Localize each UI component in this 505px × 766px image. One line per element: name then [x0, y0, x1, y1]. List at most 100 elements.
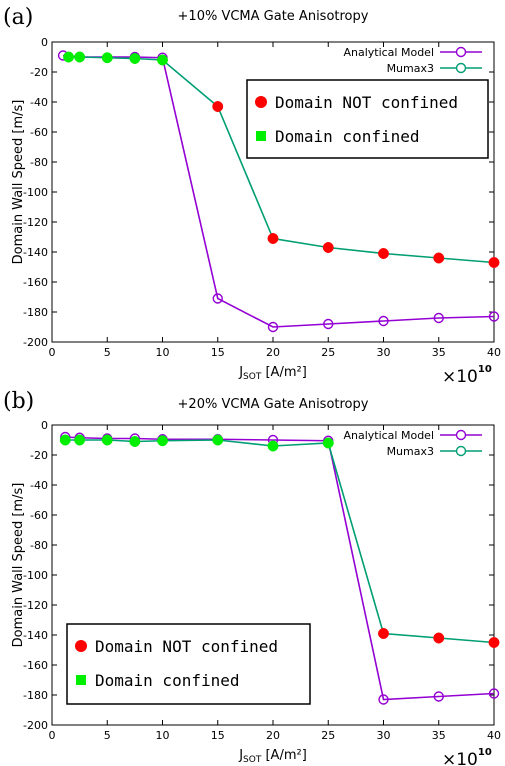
x-axis-label: JSOT [A/m²]: [238, 748, 307, 765]
panel-label: (b): [3, 389, 34, 414]
x-tick-label: 0: [49, 346, 56, 359]
legend-marker: [455, 429, 467, 441]
x-axis-exponent: ×1010: [442, 747, 492, 766]
legend-label: Mumax3: [387, 445, 434, 458]
y-tick-label: -80: [30, 539, 48, 552]
state-legend-swatch: [76, 675, 86, 685]
marker-confined: [267, 440, 279, 452]
chart-title: +10% VCMA Gate Anisotropy: [178, 9, 369, 24]
data-point-analytical-model: [433, 691, 444, 702]
x-tick-label: 35: [432, 346, 446, 359]
chart-title: +20% VCMA Gate Anisotropy: [178, 397, 369, 412]
marker-confined: [101, 434, 113, 446]
y-tick-label: -120: [23, 216, 48, 229]
x-tick-label: 5: [104, 729, 111, 742]
marker-not-confined: [322, 242, 334, 253]
y-tick-label: 0: [41, 36, 48, 49]
state-legend-swatch: [255, 96, 267, 108]
y-tick-label: -40: [30, 96, 48, 109]
y-tick-label: -160: [23, 659, 48, 672]
y-tick-label: -60: [30, 509, 48, 522]
marker-not-confined: [488, 257, 500, 268]
y-tick-label: -40: [30, 479, 48, 492]
legend-marker: [455, 445, 467, 457]
x-tick-label: 10: [156, 729, 170, 742]
legend-marker: [455, 46, 467, 58]
state-legend-box: [246, 79, 489, 159]
y-tick-label: -140: [23, 246, 48, 259]
state-legend-label: Domain confined: [95, 671, 240, 690]
marker-not-confined: [378, 628, 389, 639]
x-tick-label: 25: [321, 346, 335, 359]
x-tick-label: 5: [104, 346, 111, 359]
marker-confined: [212, 434, 224, 446]
y-tick-label: -20: [30, 449, 48, 462]
marker-confined: [101, 52, 113, 64]
x-tick-label: 40: [487, 346, 501, 359]
marker-confined: [322, 437, 334, 449]
series-line-mumax3: [65, 439, 495, 644]
marker-confined: [63, 51, 75, 63]
marker-not-confined: [212, 101, 224, 112]
marker-confined: [74, 434, 86, 446]
x-axis-label: JSOT [A/m²]: [238, 365, 307, 382]
marker-confined: [129, 53, 141, 64]
state-legend-swatch: [256, 131, 266, 141]
chart-panel-a: (a) +10% VCMA Gate Anisotropy 0 -20 -40 -60 -8…: [3, 5, 501, 387]
x-tick-label: 35: [432, 729, 446, 742]
panel-label: (a): [3, 5, 33, 30]
x-tick-label: 20: [266, 346, 280, 359]
state-legend-label: Domain NOT confined: [95, 637, 278, 656]
y-tick-label: -20: [30, 66, 48, 79]
x-tick-label: 40: [487, 729, 501, 742]
y-tick-label: -80: [30, 156, 48, 169]
marker-confined: [74, 51, 86, 63]
state-legend-box: [66, 623, 311, 705]
marker-not-confined: [433, 252, 445, 264]
y-axis-label: Domain Wall Speed [m/s]: [11, 483, 26, 648]
y-tick-label: -200: [23, 719, 48, 732]
y-tick-label: -160: [23, 276, 48, 289]
legend-label: Mumax3: [387, 62, 434, 75]
state-legend-label: Domain confined: [275, 127, 420, 146]
x-axis-exponent: ×1010: [442, 364, 492, 387]
y-tick-label: 0: [41, 419, 48, 432]
y-tick-label: -120: [23, 599, 48, 612]
y-tick-label: -180: [23, 689, 48, 702]
data-point-analytical-model: [378, 694, 389, 705]
marker-not-confined: [488, 637, 500, 648]
data-point-analytical-model: [433, 312, 444, 324]
marker-confined: [157, 54, 168, 66]
y-tick-label: -180: [23, 306, 48, 319]
data-point-analytical-model: [323, 318, 334, 330]
legend-label: Analytical Model: [343, 429, 434, 442]
y-tick-label: -140: [23, 629, 48, 642]
y-tick-label: -100: [23, 186, 48, 199]
data-point-analytical-model: [488, 311, 500, 322]
x-tick-label: 30: [377, 346, 391, 359]
chart-panel-b: (b) +20% VCMA Gate Anisotropy 0 -20 -40 -60 -8…: [3, 389, 501, 766]
x-tick-label: 10: [156, 346, 170, 359]
legend-label: Analytical Model: [343, 46, 434, 59]
x-tick-label: 15: [211, 346, 225, 359]
marker-confined: [157, 435, 168, 447]
x-tick-label: 25: [321, 729, 335, 742]
marker-not-confined: [267, 233, 279, 244]
marker-not-confined: [378, 248, 389, 259]
marker-confined: [59, 434, 71, 446]
data-point-analytical-model: [212, 293, 223, 304]
y-tick-label: -60: [30, 126, 48, 139]
marker-confined: [129, 436, 141, 447]
y-tick-label: -200: [23, 336, 48, 349]
state-legend-swatch: [75, 640, 87, 652]
x-tick-label: 20: [266, 729, 280, 742]
marker-not-confined: [433, 632, 445, 644]
x-tick-label: 30: [377, 729, 391, 742]
x-tick-label: 15: [211, 729, 225, 742]
x-tick-label: 0: [49, 729, 56, 742]
y-tick-label: -100: [23, 569, 48, 582]
y-axis-label: Domain Wall Speed [m/s]: [11, 100, 26, 265]
data-point-analytical-model: [378, 315, 389, 327]
legend-marker: [455, 62, 467, 74]
